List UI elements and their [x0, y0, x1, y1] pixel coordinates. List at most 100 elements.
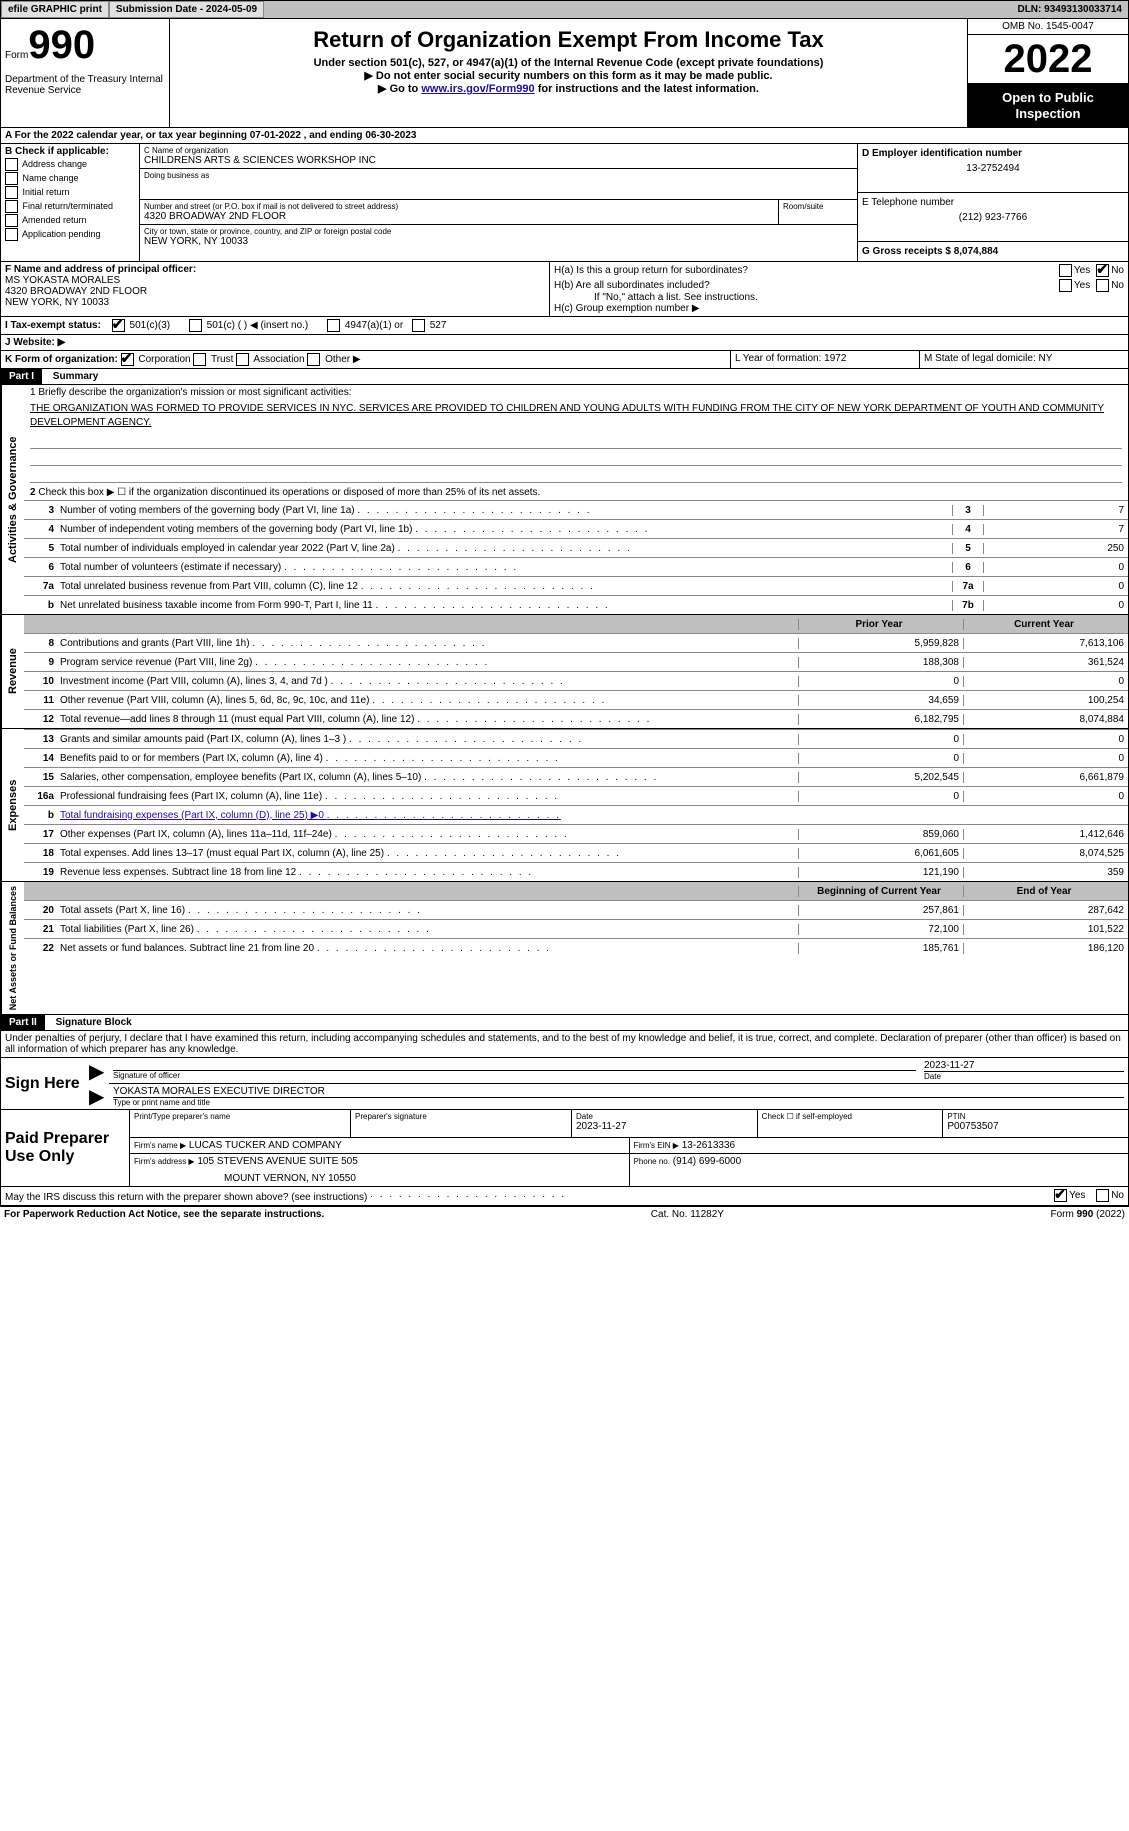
firm-addr1: 105 STEVENS AVENUE SUITE 505	[197, 1156, 357, 1167]
summary-line: 21Total liabilities (Part X, line 26) 72…	[24, 919, 1128, 938]
discuss-row: May the IRS discuss this return with the…	[0, 1187, 1129, 1206]
officer-addr2: NEW YORK, NY 10033	[5, 297, 545, 308]
prep-phone-label: Phone no.	[634, 1157, 670, 1166]
d-label: D Employer identification number	[862, 148, 1124, 159]
b-option: Final return/terminated	[5, 200, 135, 213]
firm-name-label: Firm's name ▶	[134, 1141, 186, 1150]
subtitle: Under section 501(c), 527, or 4947(a)(1)…	[174, 57, 963, 69]
ha-no-checkbox[interactable]	[1096, 264, 1109, 277]
col-current-year: Current Year	[963, 619, 1128, 630]
phone-value: (212) 923-7766	[862, 212, 1124, 223]
summary-line: 20Total assets (Part X, line 16) 257,861…	[24, 900, 1128, 919]
officer-typed-name: YOKASTA MORALES EXECUTIVE DIRECTOR	[113, 1086, 1124, 1097]
col-prior-year: Prior Year	[798, 619, 963, 630]
m-label: M State of legal domicile: NY	[920, 351, 1128, 368]
part2-title: Signature Block	[56, 1017, 132, 1028]
tab-netassets: Net Assets or Fund Balances	[1, 882, 24, 1014]
summary-line: 22Net assets or fund balances. Subtract …	[24, 938, 1128, 957]
summary-line: 16aProfessional fundraising fees (Part I…	[24, 786, 1128, 805]
org-name: CHILDRENS ARTS & SCIENCES WORKSHOP INC	[144, 155, 853, 166]
paperwork-notice: For Paperwork Reduction Act Notice, see …	[4, 1209, 324, 1220]
website-row: J Website: ▶	[0, 335, 1129, 351]
b-checkbox[interactable]	[5, 228, 18, 241]
tab-revenue: Revenue	[1, 615, 24, 728]
tax-year: 2022	[968, 35, 1128, 84]
tax-exempt-row: I Tax-exempt status: 501(c)(3) 501(c) ( …	[0, 317, 1129, 335]
submission-date-button[interactable]: Submission Date - 2024-05-09	[109, 1, 264, 18]
i-527-checkbox[interactable]	[412, 319, 425, 332]
title-block: Form990 Department of the Treasury Inter…	[0, 19, 1129, 128]
summary-line: 8Contributions and grants (Part VIII, li…	[24, 633, 1128, 652]
summary-line: bTotal fundraising expenses (Part IX, co…	[24, 805, 1128, 824]
summary-line: bNet unrelated business taxable income f…	[24, 595, 1128, 614]
hb-no-checkbox[interactable]	[1096, 279, 1109, 292]
col-end: End of Year	[963, 886, 1128, 897]
firm-ein: 13-2613336	[682, 1140, 735, 1151]
perjury-text: Under penalties of perjury, I declare th…	[0, 1031, 1129, 1058]
summary-line: 14Benefits paid to or for members (Part …	[24, 748, 1128, 767]
prep-name-label: Print/Type preparer's name	[134, 1112, 346, 1121]
ha-yes-checkbox[interactable]	[1059, 264, 1072, 277]
k-option: Trust	[193, 354, 236, 365]
section-a-year: A For the 2022 calendar year, or tax yea…	[0, 128, 1129, 144]
efile-print-button[interactable]: efile GRAPHIC print	[1, 1, 109, 18]
discuss-text: May the IRS discuss this return with the…	[5, 1189, 1054, 1203]
form-org-row: K Form of organization: Corporation Trus…	[0, 351, 1129, 369]
k-checkbox[interactable]	[236, 353, 249, 366]
i-501c-checkbox[interactable]	[189, 319, 202, 332]
line1-label: 1 Briefly describe the organization's mi…	[24, 385, 1128, 400]
dln-label: DLN: 93493130033714	[1011, 1, 1128, 18]
part2-header: Part II	[1, 1015, 45, 1030]
form-prefix: Form	[5, 50, 28, 61]
k-checkbox[interactable]	[307, 353, 320, 366]
firm-addr-label: Firm's address ▶	[134, 1157, 195, 1166]
i-label: I Tax-exempt status:	[5, 320, 101, 331]
expenses-section: Expenses 13Grants and similar amounts pa…	[0, 729, 1129, 882]
b-checkbox[interactable]	[5, 186, 18, 199]
part1-title: Summary	[53, 371, 99, 382]
g-label: G Gross receipts $ 8,074,884	[862, 246, 1124, 257]
b-checkbox[interactable]	[5, 158, 18, 171]
firm-name: LUCAS TUCKER AND COMPANY	[189, 1140, 342, 1151]
cat-no: Cat. No. 11282Y	[651, 1209, 724, 1220]
check-self-label: Check ☐ if self-employed	[762, 1112, 939, 1121]
summary-line: 5Total number of individuals employed in…	[24, 538, 1128, 557]
open-to-public: Open to Public Inspection	[968, 84, 1128, 127]
summary-line: 19Revenue less expenses. Subtract line 1…	[24, 862, 1128, 881]
hb-note: If "No," attach a list. See instructions…	[554, 292, 1124, 303]
ptin-label: PTIN	[947, 1112, 1124, 1121]
summary-line: 12Total revenue—add lines 8 through 11 (…	[24, 709, 1128, 728]
header-info-block: B Check if applicable: Address change Na…	[0, 144, 1129, 262]
b-checkbox[interactable]	[5, 200, 18, 213]
b-option: Amended return	[5, 214, 135, 227]
discuss-no-checkbox[interactable]	[1096, 1189, 1109, 1202]
top-toolbar: efile GRAPHIC print Submission Date - 20…	[0, 0, 1129, 19]
mission-text: THE ORGANIZATION WAS FORMED TO PROVIDE S…	[24, 400, 1128, 432]
summary-line: 13Grants and similar amounts paid (Part …	[24, 729, 1128, 748]
street-label: Number and street (or P.O. box if mail i…	[144, 202, 774, 211]
prep-date: 2023-11-27	[576, 1121, 753, 1132]
city-label: City or town, state or province, country…	[144, 227, 853, 236]
e-label: E Telephone number	[862, 197, 1124, 208]
summary-line: 3Number of voting members of the governi…	[24, 500, 1128, 519]
sig-officer-label: Signature of officer	[113, 1070, 916, 1080]
firm-ein-label: Firm's EIN ▶	[634, 1141, 679, 1150]
irs-link[interactable]: www.irs.gov/Form990	[421, 83, 534, 95]
hb-yes-checkbox[interactable]	[1059, 279, 1072, 292]
summary-line: 6Total number of volunteers (estimate if…	[24, 557, 1128, 576]
k-label: K Form of organization:	[5, 354, 118, 365]
i-501c3-checkbox[interactable]	[112, 319, 125, 332]
i-4947-checkbox[interactable]	[327, 319, 340, 332]
b-option: Application pending	[5, 228, 135, 241]
instruction-1: ▶ Do not enter social security numbers o…	[174, 69, 963, 82]
k-checkbox[interactable]	[121, 353, 134, 366]
line2-text: 2 Check this box ▶ ☐ if the organization…	[24, 485, 1128, 500]
omb-number: OMB No. 1545-0047	[968, 19, 1128, 35]
b-option: Initial return	[5, 186, 135, 199]
summary-line: 4Number of independent voting members of…	[24, 519, 1128, 538]
k-checkbox[interactable]	[193, 353, 206, 366]
b-checkbox[interactable]	[5, 214, 18, 227]
b-checkbox[interactable]	[5, 172, 18, 185]
summary-line: 17Other expenses (Part IX, column (A), l…	[24, 824, 1128, 843]
discuss-yes-checkbox[interactable]	[1054, 1189, 1067, 1202]
